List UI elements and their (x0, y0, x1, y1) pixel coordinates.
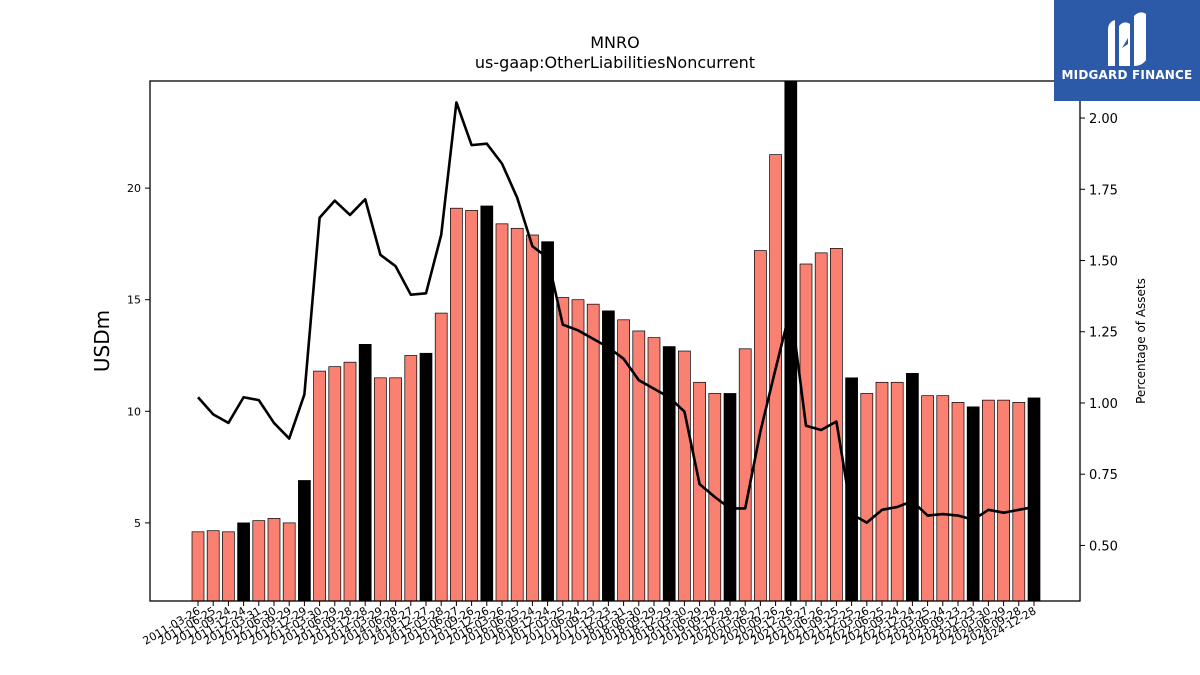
right-axis-ticks: 0.50 0.75 1.00 1.25 1.50 1.75 2.00 (1080, 112, 1118, 554)
bar-2016-09-24 (526, 234, 539, 602)
bar-2022-06-25 (875, 381, 889, 602)
bars-layer (191, 80, 1041, 602)
left-tick-label: 15 (127, 294, 141, 307)
bar-2018-06-30 (632, 330, 646, 602)
bar-2022-03-26 (860, 393, 874, 602)
bar-2013-09-28 (343, 361, 357, 602)
brand-logo: MIDGARD FINANCE (1054, 0, 1200, 101)
bar-2024-12-28 (1027, 397, 1041, 602)
bar-2016-03-26 (495, 223, 509, 602)
bar-2022-09-24 (890, 381, 904, 602)
bar-2011-09-24 (222, 531, 235, 602)
bar-2024-09-28 (1012, 402, 1026, 602)
bar-2018-09-29 (647, 337, 661, 602)
left-tick-label: 20 (127, 182, 141, 195)
bar-2014-06-28 (389, 377, 402, 602)
bar-2023-06-24 (936, 395, 950, 602)
bar-2014-12-27 (419, 352, 433, 602)
right-axis-label: Percentage of Assets (1134, 278, 1148, 404)
bar-2013-03-30 (313, 370, 326, 602)
bar-2021-03-27 (799, 263, 813, 602)
midgard-logo-icon (1108, 12, 1146, 66)
bar-2012-12-29 (298, 480, 311, 602)
bar-2015-12-26 (480, 205, 494, 602)
bar-2019-12-28 (723, 393, 737, 602)
right-tick-label: 1.50 (1089, 255, 1118, 270)
right-tick-label: 1.75 (1089, 183, 1118, 198)
bar-2019-06-29 (693, 381, 706, 602)
bar-2023-12-23 (966, 406, 980, 602)
left-axis-ticks: 5 10 15 20 (127, 182, 150, 530)
left-tick-label: 10 (127, 405, 141, 418)
bar-2017-12-23 (602, 310, 615, 602)
bar-2018-12-29 (662, 346, 676, 602)
bar-2022-12-24 (906, 373, 919, 602)
bar-2017-03-25 (556, 297, 570, 602)
bar-2014-09-27 (404, 355, 418, 602)
bar-2014-03-29 (374, 377, 387, 602)
plot-frame (149, 80, 1081, 602)
bar-2023-03-25 (921, 395, 934, 602)
right-tick-label: 1.25 (1089, 326, 1118, 341)
pct-of-assets-line (197, 101, 1035, 524)
right-tick-label: 1.00 (1089, 397, 1118, 412)
bar-2016-06-25 (510, 227, 524, 602)
bar-2024-06-29 (997, 399, 1010, 602)
right-tick-label: 0.50 (1089, 539, 1118, 554)
right-tick-label: 2.00 (1089, 112, 1118, 127)
bar-2020-03-28 (738, 348, 752, 602)
bar-2017-09-23 (586, 303, 600, 602)
bar-2012-09-29 (282, 522, 296, 602)
bar-2020-06-27 (754, 250, 767, 602)
right-tick-label: 0.75 (1089, 468, 1118, 483)
bar-2012-03-31 (252, 520, 266, 602)
bar-2015-09-26 (465, 210, 478, 602)
bar-2016-12-24 (541, 241, 554, 602)
bar-2012-06-30 (267, 518, 281, 602)
bar-2015-06-27 (450, 207, 463, 602)
left-axis-label: USDm (90, 310, 114, 372)
line-layer (197, 101, 1035, 524)
bar-2017-06-24 (571, 299, 585, 602)
bar-2023-09-23 (951, 402, 965, 602)
bar-2024-03-30 (982, 399, 995, 602)
chart-subtitle: us-gaap:OtherLiabilitiesNoncurrent (475, 53, 755, 72)
bar-2020-09-26 (769, 154, 782, 602)
bar-2011-12-24 (237, 522, 250, 602)
bar-2015-03-28 (434, 312, 448, 602)
bar-2018-03-31 (617, 319, 630, 602)
left-tick-label: 5 (134, 517, 141, 530)
bar-2011-03-26 (191, 531, 205, 602)
brand-name: MIDGARD FINANCE (1061, 68, 1193, 82)
x-axis-ticks: 2011-03-262011-06-252011-09-242011-12-24… (141, 601, 1039, 648)
chart-title: MNRO (590, 33, 639, 52)
bar-2013-12-28 (358, 344, 372, 602)
bar-2011-06-25 (206, 530, 220, 602)
bar-2013-06-29 (328, 366, 342, 602)
bar-2019-03-30 (678, 350, 691, 602)
